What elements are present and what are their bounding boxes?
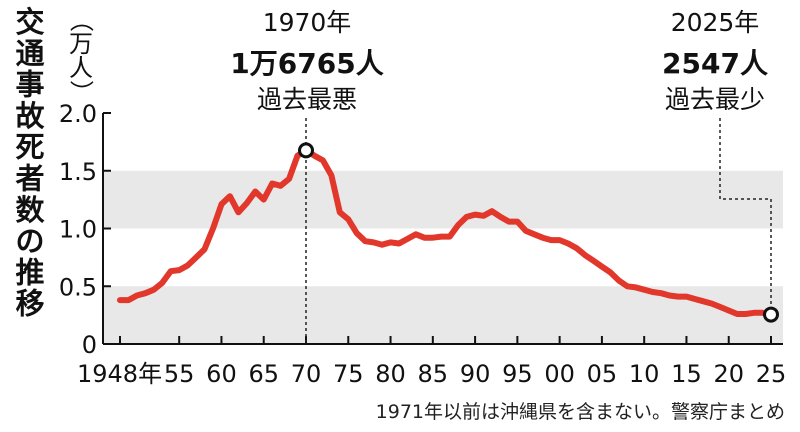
y-axis-unit: 万人 [69, 30, 93, 82]
x-axis-ticks: 1948年 55 60 65 70 75 80 85 90 95 00 05 10 15 20 25 [77, 336, 786, 388]
chart-title-text: 交通事故死者数の推移 [15, 5, 45, 321]
annotation-latest-count: 2547人 [662, 47, 768, 80]
peak-marker [298, 142, 314, 159]
x-tick-label: 05 [587, 360, 618, 388]
x-tick-label: 65 [248, 360, 279, 388]
latest-marker [763, 306, 779, 323]
fatalities-series-line [117, 147, 774, 318]
annotation-latest-label: 過去最少 [665, 85, 765, 114]
annotation-latest: 2025年 2547人 過去最少 [662, 8, 768, 114]
chart-title: 交通事故死者数の推移 [15, 5, 45, 321]
y-tick-label: 1.0 [59, 216, 97, 244]
y-axis-ticks: 2.0 1.5 1.0 0.5 0 [59, 100, 111, 359]
x-tick-label: 00 [544, 360, 575, 388]
annotation-peak-year: 1970年 [263, 8, 352, 37]
highlight-markers [298, 142, 779, 323]
x-tick-label: 10 [629, 360, 660, 388]
x-tick-label: 55 [164, 360, 195, 388]
annotation-peak-label: 過去最悪 [257, 85, 357, 114]
y-tick-label: 2.0 [59, 100, 97, 128]
x-tick-label: 15 [671, 360, 702, 388]
x-tick-label: 20 [713, 360, 744, 388]
y-tick-label: 1.5 [59, 158, 97, 186]
footnote: 1971年以前は沖縄県を含まない。警察庁まとめ [376, 401, 785, 423]
x-tick-label: 60 [206, 360, 237, 388]
x-tick-label: 25 [756, 360, 787, 388]
x-tick-label: 80 [375, 360, 406, 388]
x-tick-label: 95 [502, 360, 533, 388]
annotation-peak-count: 1万6765人 [230, 47, 383, 80]
y-tick-label: 0.5 [59, 273, 97, 301]
x-tick-label: 75 [333, 360, 364, 388]
x-tick-label: 90 [460, 360, 491, 388]
unit-paren-close: ） [67, 80, 95, 104]
x-tick-label: 85 [418, 360, 449, 388]
annotation-latest-year: 2025年 [671, 8, 760, 37]
unit-paren-open: （ [67, 8, 95, 32]
x-tick-label: 70 [291, 360, 322, 388]
y-tick-label: 0 [82, 331, 97, 359]
annotation-peak: 1970年 1万6765人 過去最悪 [230, 8, 383, 114]
shaded-band [103, 170, 783, 229]
shaded-bands [103, 170, 783, 344]
x-tick-label: 1948年 [77, 360, 162, 388]
